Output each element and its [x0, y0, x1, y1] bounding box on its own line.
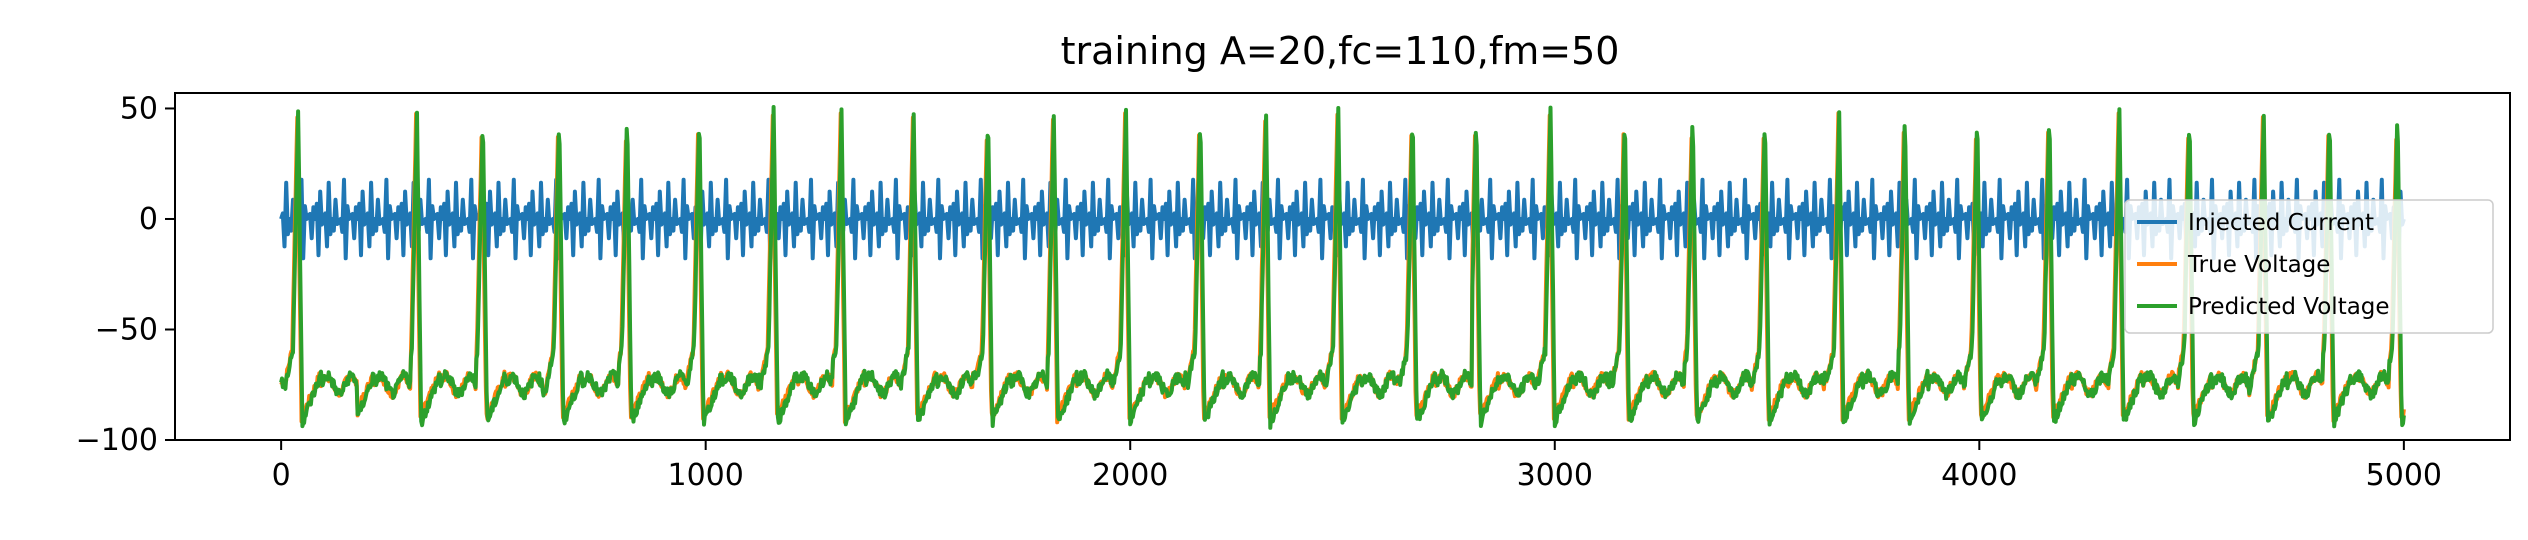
- series-line-predicted-voltage: [279, 105, 2406, 430]
- legend-box: [2124, 199, 2494, 334]
- plot-frame: [174, 92, 2511, 441]
- y-tick-label: −50: [95, 312, 158, 347]
- x-axis: 0 1000 2000 3000 4000 5000: [272, 440, 2442, 493]
- y-tick-label: −100: [76, 423, 158, 458]
- y-tick-label: 0: [139, 202, 158, 237]
- x-tick-label: 0: [272, 458, 291, 493]
- series-layer: [279, 105, 2406, 430]
- legend-label-injected-current: Injected Current: [2188, 210, 2374, 236]
- x-tick-label: 3000: [1517, 458, 1593, 493]
- chart-title: training A=20,fc=110,fm=50: [1061, 29, 1620, 73]
- x-tick-label: 5000: [2366, 458, 2442, 493]
- x-tick-label: 1000: [668, 458, 744, 493]
- legend-label-predicted-voltage: Predicted Voltage: [2188, 294, 2390, 320]
- legend: Injected Current True Voltage Predicted …: [2124, 199, 2494, 334]
- x-tick-label: 2000: [1092, 458, 1168, 493]
- legend-label-true-voltage: True Voltage: [2187, 252, 2330, 278]
- y-axis: −100 −50 0 50: [76, 91, 175, 458]
- y-tick-label: 50: [120, 91, 158, 126]
- x-tick-label: 4000: [1941, 458, 2017, 493]
